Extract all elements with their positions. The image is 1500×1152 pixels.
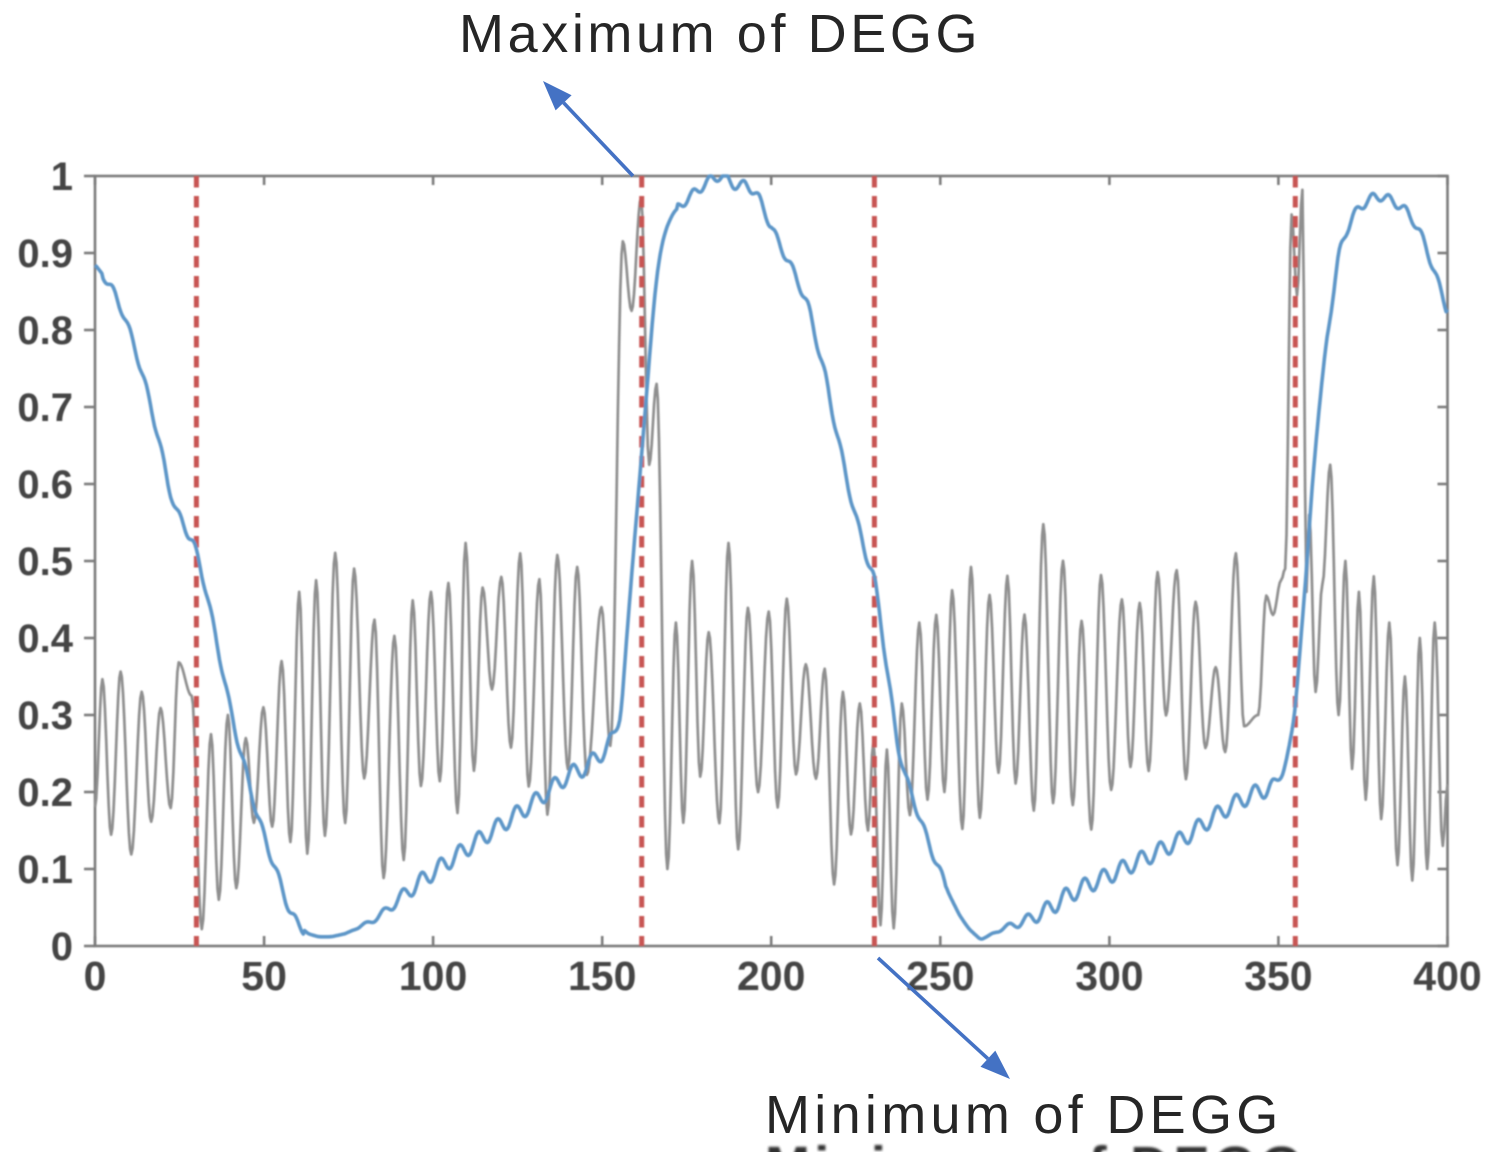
svg-text:0.7: 0.7	[17, 386, 73, 430]
svg-text:100: 100	[399, 953, 467, 999]
svg-text:0.2: 0.2	[17, 771, 73, 815]
svg-text:0.8: 0.8	[17, 309, 73, 353]
svg-text:300: 300	[1075, 953, 1143, 999]
svg-text:Minimum of DEGG: Minimum of DEGG	[765, 1136, 1306, 1152]
svg-text:0.4: 0.4	[17, 617, 73, 661]
svg-text:Minimum of DEGG: Minimum of DEGG	[765, 1085, 1283, 1145]
svg-text:250: 250	[906, 953, 974, 999]
svg-text:0: 0	[84, 953, 107, 999]
svg-text:0: 0	[51, 925, 73, 969]
svg-text:0.9: 0.9	[17, 232, 73, 276]
svg-text:400: 400	[1413, 953, 1481, 999]
svg-text:50: 50	[241, 953, 287, 999]
svg-text:0.1: 0.1	[17, 848, 73, 892]
svg-text:0.5: 0.5	[17, 540, 73, 584]
svg-text:200: 200	[737, 953, 805, 999]
svg-text:150: 150	[568, 953, 636, 999]
svg-text:0.3: 0.3	[17, 694, 73, 738]
svg-text:350: 350	[1244, 953, 1312, 999]
svg-text:0.6: 0.6	[17, 463, 73, 507]
svg-text:1: 1	[51, 155, 73, 199]
svg-text:Maximum of DEGG: Maximum of DEGG	[459, 4, 981, 64]
